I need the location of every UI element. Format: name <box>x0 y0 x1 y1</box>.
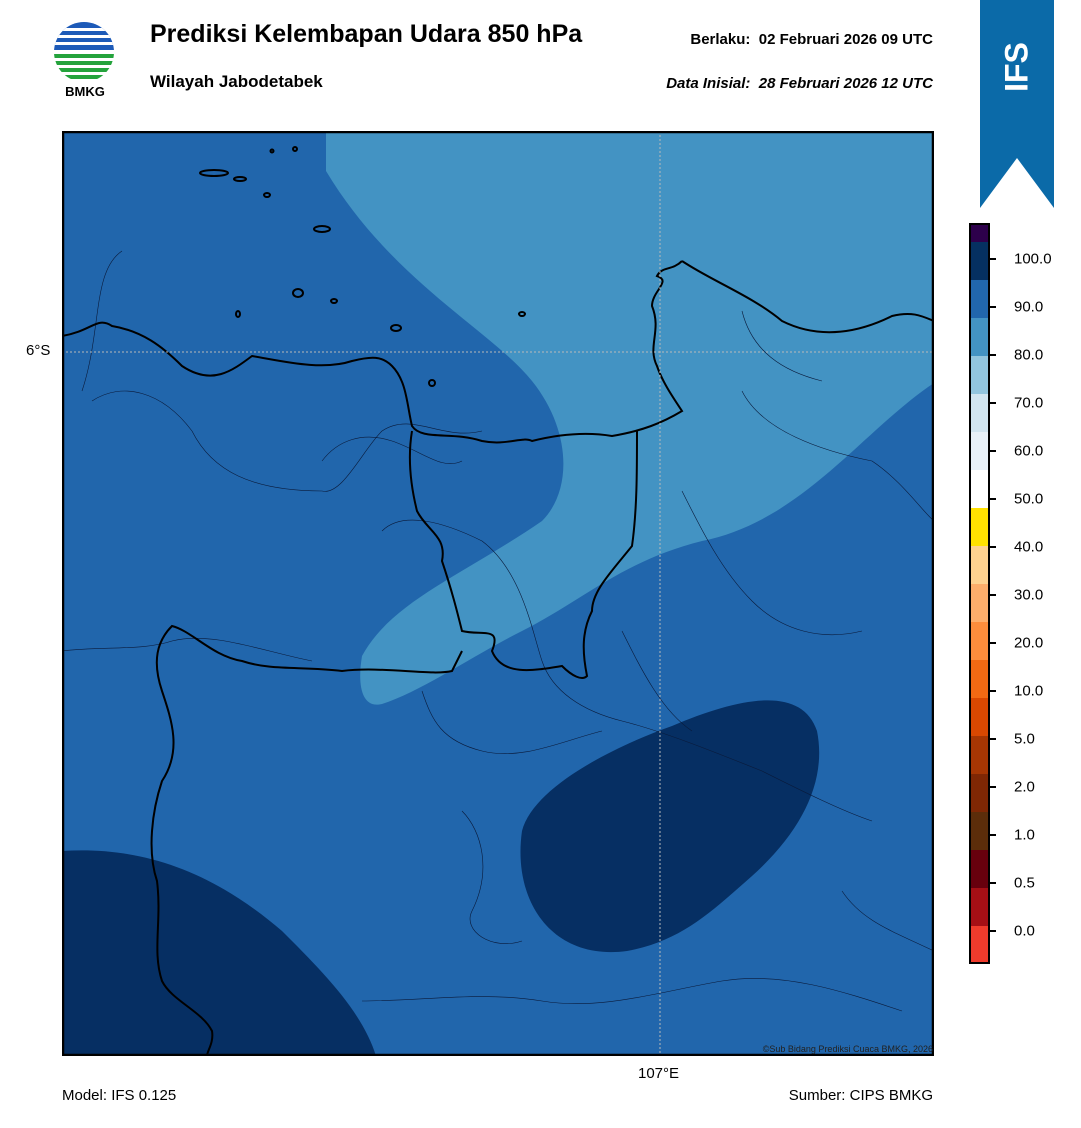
map-frame <box>62 131 934 1056</box>
colorbar-segment <box>969 222 990 242</box>
colorbar-tick <box>989 834 996 836</box>
colorbar-tick-label: 1.0 <box>1014 826 1035 844</box>
colorbar-segment <box>969 621 990 660</box>
colorbar-segment <box>969 469 990 508</box>
colorbar-segment <box>969 431 990 470</box>
ribbon-label: IFS <box>998 42 1035 92</box>
map-credit: ©Sub Bidang Prediksi Cuaca BMKG, 2026 <box>762 1044 933 1054</box>
colorbar-segment <box>969 925 990 964</box>
colorbar-tick <box>989 594 996 596</box>
colorbar-tick-label: 5.0 <box>1014 730 1035 748</box>
colorbar-segment <box>969 393 990 432</box>
map-subtitle: Wilayah Jabodetabek <box>150 72 323 91</box>
colorbar-segment <box>969 507 990 546</box>
model-label: Model: IFS 0.125 <box>62 1087 177 1104</box>
logo-text: BMKG <box>65 84 105 99</box>
colorbar-tick-label: 100.0 <box>1014 250 1052 268</box>
colorbar-tick <box>989 786 996 788</box>
valid-label: Berlaku: <box>690 31 751 48</box>
colorbar-border <box>969 223 990 964</box>
colorbar-tick <box>989 498 996 500</box>
colorbar-segment <box>969 317 990 356</box>
colorbar-tick <box>989 738 996 740</box>
colorbar-segment <box>969 887 990 926</box>
colorbar-tick-label: 50.0 <box>1014 490 1044 508</box>
colorbar-segment <box>969 849 990 888</box>
coastline <box>62 260 934 444</box>
colorbar-segment <box>969 241 990 280</box>
colorbar-tick <box>989 306 996 308</box>
colorbar-tick <box>989 546 996 548</box>
colorbar-tick <box>989 402 996 404</box>
source-label: Sumber: CIPS BMKG <box>788 1087 933 1104</box>
colorbar <box>969 222 990 964</box>
colorbar-segment <box>969 545 990 584</box>
colorbar-tick-label: 90.0 <box>1014 298 1044 316</box>
valid-time: Berlaku: 02 Februari 2026 09 UTC <box>690 31 933 48</box>
colorbar-tick-label: 80.0 <box>1014 346 1044 364</box>
humidity-band-70-80 <box>326 131 934 705</box>
init-label: Data Inisial: <box>666 75 751 92</box>
colorbar-segment <box>969 355 990 394</box>
colorbar-segment <box>969 735 990 774</box>
latitude-label: 6°S <box>26 342 51 359</box>
longitude-label: 107°E <box>638 1065 680 1082</box>
colorbar-tick-label: 20.0 <box>1014 634 1044 652</box>
colorbar-tick-label: 70.0 <box>1014 394 1044 412</box>
colorbar-segment <box>969 697 990 736</box>
colorbar-tick <box>989 642 996 644</box>
colorbar-segment <box>969 659 990 698</box>
district-boundaries <box>62 250 934 1012</box>
map-title: Prediksi Kelembapan Udara 850 hPa <box>150 20 583 48</box>
colorbar-tick-label: 2.0 <box>1014 778 1035 796</box>
init-time: Data Inisial: 28 Februari 2026 12 UTC <box>666 75 933 92</box>
colorbar-tick-label: 30.0 <box>1014 586 1044 604</box>
humidity-map <box>62 131 934 1056</box>
colorbar-tick <box>989 882 996 884</box>
colorbar-tick-label: 40.0 <box>1014 538 1044 556</box>
humidity-band-90-100-east <box>520 700 820 953</box>
colorbar-segment <box>969 279 990 318</box>
colorbar-tick <box>989 354 996 356</box>
valid-value: 02 Februari 2026 09 UTC <box>758 31 933 48</box>
colorbar-tick-label: 0.5 <box>1014 874 1035 892</box>
colorbar-segment <box>969 811 990 850</box>
colorbar-tick <box>989 930 996 932</box>
ifs-ribbon <box>980 0 1054 208</box>
colorbar-tick-label: 0.0 <box>1014 922 1035 940</box>
init-value: 28 Februari 2026 12 UTC <box>758 75 933 92</box>
colorbar-tick <box>989 258 996 260</box>
colorbar-segment <box>969 583 990 622</box>
colorbar-tick-label: 60.0 <box>1014 442 1044 460</box>
bmkg-logo-icon <box>52 20 118 102</box>
province-boundary <box>150 430 638 1056</box>
colorbar-tick <box>989 690 996 692</box>
humidity-band-90-100-west <box>62 850 376 1056</box>
islands <box>199 146 526 387</box>
colorbar-segment <box>969 773 990 812</box>
colorbar-tick-label: 10.0 <box>1014 682 1044 700</box>
colorbar-tick <box>989 450 996 452</box>
